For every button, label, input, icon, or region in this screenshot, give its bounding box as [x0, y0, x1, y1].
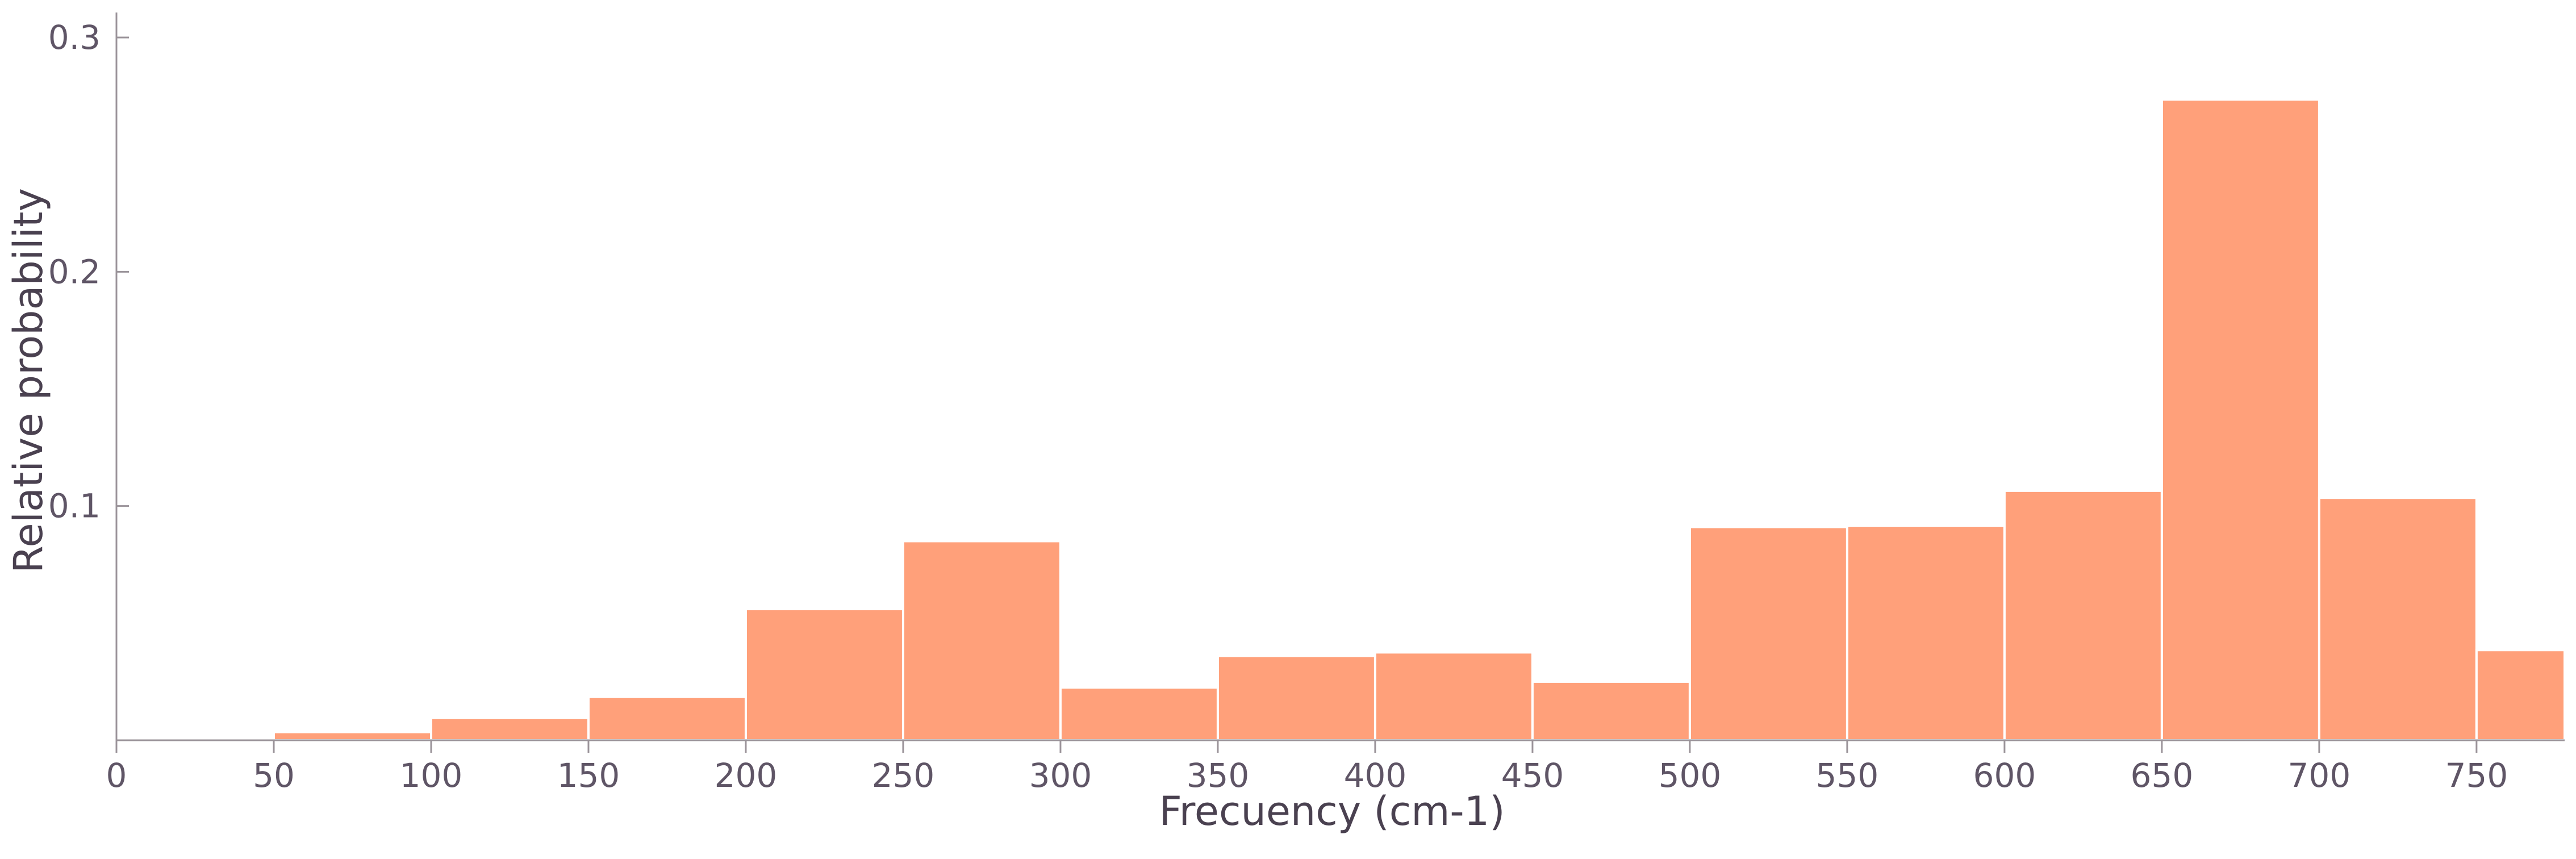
x-tick-label-1: 50 [253, 756, 295, 795]
histogram-bar-2 [429, 716, 590, 742]
x-axis-title: Frecuency (cm-1) [1159, 788, 1505, 835]
x-tick-label-11: 550 [1816, 756, 1879, 795]
x-tick-label-7: 350 [1187, 756, 1250, 795]
histogram-bar-11 [1846, 524, 2006, 742]
histogram-bar-10 [1688, 526, 1848, 741]
x-tick-label-9: 450 [1501, 756, 1564, 795]
y-tick-label-2: 0.3 [48, 18, 101, 57]
histogram-bar-5 [901, 540, 1062, 741]
histogram-bar-12 [2003, 489, 2163, 741]
histogram-bar-4 [744, 608, 904, 742]
x-tick-label-15: 750 [2445, 756, 2508, 795]
x-tick-label-6: 300 [1029, 756, 1092, 795]
y-axis-title: Relative probability [5, 188, 52, 573]
histogram-bar-15 [2475, 649, 2566, 742]
x-tick-label-4: 200 [715, 756, 778, 795]
axes-group [115, 12, 2565, 741]
histogram-bar-9 [1531, 680, 1691, 741]
x-tick-label-13: 650 [2131, 756, 2194, 795]
histogram-bar-7 [1216, 654, 1376, 742]
x-tick-label-3: 150 [557, 756, 620, 795]
histogram-bar-13 [2160, 98, 2320, 742]
histogram-bar-1 [272, 731, 432, 742]
x-tick-label-12: 600 [1973, 756, 2036, 795]
x-tick-label-10: 500 [1659, 756, 1722, 795]
x-ticks-group: 0 50 100 150 200 250 300 350 400 450 500 550 600 650 7… [106, 740, 2508, 795]
bars-group [115, 98, 2566, 742]
x-tick-label-14: 700 [2288, 756, 2351, 795]
histogram-bar-3 [587, 695, 747, 742]
histogram-bar-14 [2318, 497, 2478, 741]
y-tick-label-1: 0.2 [48, 252, 101, 291]
x-tick-label-5: 250 [872, 756, 935, 795]
histogram-bar-8 [1373, 651, 1534, 741]
y-ticks-group: 0.1 0.2 0.3 [48, 18, 129, 526]
x-tick-label-0: 0 [106, 756, 127, 795]
x-tick-label-2: 100 [400, 756, 463, 795]
x-tick-label-8: 400 [1344, 756, 1407, 795]
y-tick-label-0: 0.1 [48, 487, 101, 526]
histogram-bar-6 [1059, 686, 1219, 741]
